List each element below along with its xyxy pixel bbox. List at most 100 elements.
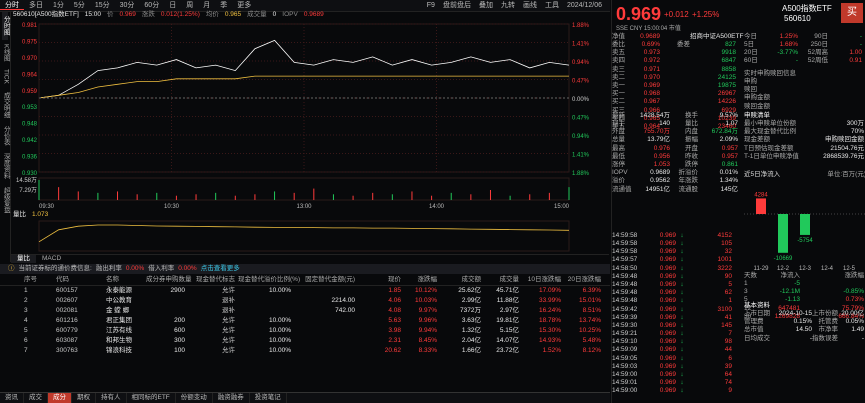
tab-0[interactable]: 分时 (0, 2, 24, 10)
flowtable-cell: -0.85% (843, 288, 864, 296)
table-cell: 1.66亿 (461, 346, 481, 354)
table-cell: 600779 (56, 326, 78, 334)
ticks-cell: 44 (724, 346, 732, 354)
header-cell[interactable]: 涨跌幅 (417, 276, 438, 284)
bottom-tab-7[interactable]: 融资融券 (213, 393, 250, 403)
header-cell[interactable]: 序号 (24, 276, 37, 284)
bottom-tab-2[interactable]: 成分 (48, 393, 72, 403)
tab-6[interactable]: 60分 (144, 2, 160, 9)
ticks-cell: ↓ (680, 313, 684, 321)
header-cell[interactable]: 名称 (106, 276, 119, 284)
ticks-row: 14:59:09 0.969 ↓ 44 (612, 347, 742, 355)
y-tick-right: 0.47% (572, 116, 590, 122)
toolbar-item-3[interactable]: 九转 (500, 2, 515, 9)
table-cell: 7 (24, 346, 28, 354)
side-tab-0[interactable]: 分时图 (1, 12, 9, 40)
toolbar-item-1[interactable]: 盘前盘后 (442, 2, 471, 9)
ticks-row: 14:59:42 0.969 ↓ 3100 (612, 306, 742, 314)
flowtable-cell: 天数 (744, 271, 757, 279)
tab-4[interactable]: 15分 (94, 2, 110, 9)
flowtable-row: 30 1269828 666.84% (744, 313, 865, 321)
toolbar-item-11[interactable]: 2024/12/06 (566, 2, 602, 9)
ticks-cell: 90 (724, 272, 732, 280)
table-cell: 永泰能源 (106, 286, 132, 294)
table-cell: 2.31 (388, 336, 401, 344)
header-cell[interactable]: 10日涨跌幅 (527, 276, 561, 284)
header-cell[interactable]: 20日涨跌幅 (567, 276, 601, 284)
toolbar-item-2[interactable]: 叠加 (478, 2, 493, 9)
chart-toolbar: 分时 多日 1分 5分 15分 30分 60分 日 周 月 季 更多 F9 盘前盘后 叠加 九转 画线 工具 202… (0, 0, 610, 12)
header-cell[interactable]: 成分券申购数量 (146, 276, 192, 284)
ticks-cell: 41 (724, 313, 732, 321)
header-cell[interactable]: 成交额 (461, 276, 482, 284)
ticks-cell: 0.969 (659, 330, 676, 338)
table-row[interactable]: 6 603087 和邦生物 300 允许 10.00% 2.31 8.45% 2.04亿 14.0… (0, 336, 610, 346)
table-cell: 14.93% (538, 336, 561, 344)
bottom-tab-1[interactable]: 成交 (24, 393, 48, 403)
toolbar-item-4[interactable]: 画线 (522, 2, 537, 9)
intraday-chart[interactable]: 0.981 0.975 0.970 0.964 0.959 0.953 0.948 0.942… (13, 20, 609, 210)
bottom-tab-3[interactable]: 期权 (72, 393, 96, 403)
tab-10[interactable]: 季 (220, 2, 228, 9)
change-pct: +1.25% (692, 10, 720, 19)
basic-info-cell: 0.05% (845, 318, 864, 326)
orderbook-cell: 买三 (612, 106, 625, 114)
table-row[interactable]: 7 300763 锦浪科技 100 允许 10.00% 20.62 8.33% 1.66亿 23.… (0, 346, 610, 356)
ticks-cell: ↓ (680, 240, 684, 248)
inflow-value: 4284 (754, 192, 768, 198)
header-cell[interactable]: 成交量 (499, 276, 520, 284)
bottom-tab-4[interactable]: 持有人 (96, 393, 127, 403)
basic-info-cell: 1.49 (851, 326, 864, 334)
volume-ratio-chart[interactable] (13, 220, 609, 252)
bottom-tab-8[interactable]: 投资笔记 (250, 393, 287, 403)
ticks-cell: ↓ (680, 231, 684, 239)
tab-11[interactable]: 更多 (237, 2, 252, 9)
tab-2[interactable]: 1分 (53, 2, 64, 9)
header-cell[interactable]: 现价 (388, 276, 401, 284)
side-tab-3[interactable]: 成交明细 (2, 91, 10, 118)
bottom-tab-5[interactable]: 相同标的ETF (127, 393, 176, 403)
tab-3[interactable]: 5分 (73, 2, 85, 9)
table-cell: 600 (174, 326, 185, 334)
ticks-cell: ↓ (680, 289, 684, 297)
tab-8[interactable]: 周 (186, 2, 194, 9)
tick-list[interactable]: 14:59:58 0.969 ↓ 4152 14:59:58 0.969 ↓ 105 14:59… (612, 232, 742, 396)
x-tick: 14:00 (429, 204, 445, 210)
tab-5[interactable]: 30分 (119, 2, 135, 9)
orderbook-cell: 9918 (721, 49, 736, 57)
orderbook-cell: 0.69% (641, 41, 660, 49)
side-tab-5[interactable]: 深度资料 (2, 153, 10, 180)
tab-9[interactable]: 月 (203, 2, 211, 9)
header-cell[interactable]: 现金替代标志 (196, 276, 235, 284)
table-row[interactable]: 5 600779 江苏有线 600 允许 10.00% 3.98 9.94% 1.32亿 5.15… (0, 326, 610, 336)
view-more-link[interactable]: 点击查看更多 (200, 264, 240, 272)
table-row[interactable]: 2 002607 中公教育 退补 2214.00 4.06 10.03% 2.99亿 11.88… (0, 296, 610, 306)
stats-cell: 1428.54万 (640, 111, 670, 119)
orderbook-cell: 委比 (612, 41, 625, 49)
bottom-tab-6[interactable]: 份额变动 (176, 393, 213, 403)
side-tab-4[interactable]: 分价表 (2, 125, 10, 146)
indicator-tab-0[interactable]: 量比 (11, 255, 36, 263)
table-row[interactable]: 1 600157 永泰能源 2900 允许 10.00% 1.85 10.12% 25.62亿 4… (0, 286, 610, 296)
orderbook-cell: 0.966 (643, 106, 660, 114)
header-cell[interactable]: 固定替代金额(元) (305, 276, 355, 284)
side-tab-6[interactable]: 超级复盘 (2, 187, 10, 214)
side-tab-1[interactable]: K线图 (2, 43, 10, 61)
orderbook-cell: 委差 (677, 41, 690, 49)
tab-1[interactable]: 多日 (29, 2, 43, 9)
orderbook-cell: 0.9689 (640, 32, 660, 40)
stats-cell: 0.957 (721, 144, 738, 152)
indicator-tab-1[interactable]: MACD (42, 255, 62, 262)
bottom-tab-0[interactable]: 资讯 (0, 393, 24, 403)
tab-7[interactable]: 日 (169, 2, 177, 9)
stats-row: 最低 0.956 昨收 0.957 (612, 153, 742, 161)
table-cell: 9.96% (418, 316, 437, 324)
header-cell[interactable]: 代码 (56, 276, 69, 284)
toolbar-item-0[interactable]: F9 (426, 2, 435, 9)
header-cell[interactable]: 现金替代溢价比例(%) (238, 276, 301, 284)
buy-button[interactable]: 买 (841, 3, 863, 23)
toolbar-item-5[interactable]: 工具 (544, 2, 559, 9)
table-row[interactable]: 3 002081 金 螳 螂 退补 742.00 4.08 9.97% 7372万 2.97亿 1… (0, 306, 610, 316)
side-tab-2[interactable]: TICK (2, 68, 10, 84)
table-row[interactable]: 4 601216 君正集团 200 允许 10.00% 5.63 9.96% 3.63亿 19.8… (0, 316, 610, 326)
